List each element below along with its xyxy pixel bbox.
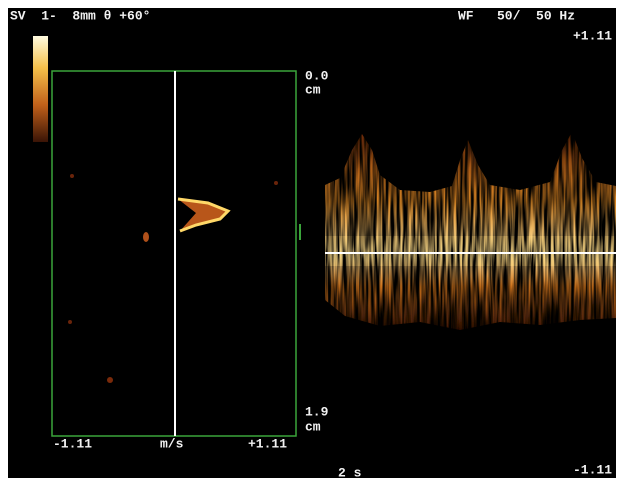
velocity-bottom: -1.11 <box>573 462 612 477</box>
gate-axis-left: -1.11 <box>53 436 92 451</box>
depth-top-unit: cm <box>305 82 321 97</box>
velocity-top: +1.11 <box>573 28 612 43</box>
depth-top-value: 0.0 <box>305 68 329 83</box>
depth-bottom-unit: cm <box>305 419 321 434</box>
ultrasound-screen: SV 1- 8mm θ +60° WF 50/ 50 Hz +1.11 0.0 … <box>0 0 622 482</box>
gate-axis-unit: m/s <box>160 436 184 451</box>
gate-axis-right: +1.11 <box>248 436 287 451</box>
color-bar <box>33 36 48 142</box>
header-left: SV 1- 8mm θ +60° <box>10 8 150 23</box>
time-scale: 2 s <box>338 465 362 480</box>
doppler-spectrum <box>325 132 616 330</box>
depth-bottom-value: 1.9 <box>305 404 329 419</box>
header-right: WF 50/ 50 Hz <box>458 8 575 23</box>
